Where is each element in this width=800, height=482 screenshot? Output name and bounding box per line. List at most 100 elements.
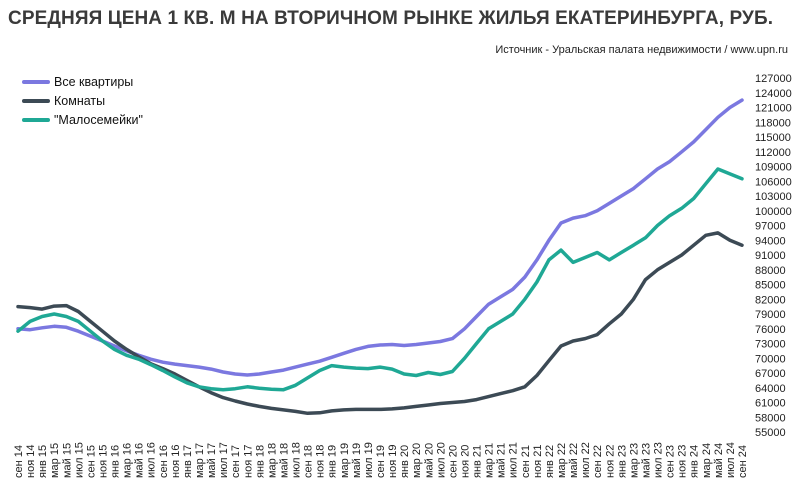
chart-legend: Все квартиры Комнаты "Малосемейки" [22,72,143,129]
x-tick-label: сен 17 [230,445,242,478]
x-tick-label: сен 16 [158,445,170,478]
x-tick-label: мар 21 [484,443,496,478]
x-tick-label: июл 16 [146,442,158,478]
x-tick-label: сен 22 [592,445,604,478]
x-tick-label: май 15 [61,443,73,478]
x-tick-label: мар 23 [628,443,640,478]
source-note: Источник - Уральская палата недвижимости… [495,44,788,56]
y-tick-label: 67000 [755,368,786,380]
x-tick-label: мар 16 [122,443,134,478]
legend-label-all-apartments: Все квартиры [54,74,134,89]
y-tick-label: 121000 [755,103,792,115]
y-tick-label: 76000 [755,324,786,336]
x-tick-label: янв 22 [544,445,556,478]
x-tick-label: ноя 23 [677,445,689,478]
x-axis: сен 14 ноя 14 янв 15 мар 15 май 15 июл 15 сен … [13,442,749,478]
y-tick-label: 112000 [755,147,791,159]
x-tick-label: май 16 [134,443,146,478]
y-tick-label: 85000 [755,280,786,292]
y-tick-label: 88000 [755,265,786,277]
x-tick-label: янв 18 [254,445,266,478]
x-tick-label: янв 16 [110,445,122,478]
x-tick-label: янв 21 [472,445,484,478]
series-lines [16,98,744,416]
x-tick-label: май 22 [568,443,580,478]
chart-title: СРЕДНЯЯ ЦЕНА 1 КВ. М НА ВТОРИЧНОМ РЫНКЕ … [8,8,774,29]
x-tick-label: сен 14 [13,445,25,478]
x-tick-label: ноя 19 [387,445,399,478]
legend-label-small-family: "Малосемейки" [54,112,143,127]
x-tick-label: июл 23 [653,442,665,478]
legend-item-all-apartments: Все квартиры [22,72,143,91]
x-tick-label: май 21 [496,443,508,478]
y-tick-label: 103000 [755,191,792,203]
legend-item-rooms: Комнаты [22,91,143,110]
y-tick-label: 91000 [755,250,786,262]
y-tick-label: 94000 [755,235,786,247]
y-tick-label: 115000 [755,132,791,144]
x-tick-label: июл 17 [218,442,230,478]
x-tick-label: сен 21 [520,445,532,478]
x-tick-label: ноя 16 [170,445,182,478]
x-tick-label: мар 22 [556,443,568,478]
series-line-1 [16,231,744,416]
legend-swatch-all-apartments [22,79,50,84]
x-tick-label: июл 18 [291,442,303,478]
x-tick-label: ноя 20 [459,445,471,478]
x-tick-label: янв 23 [616,445,628,478]
x-tick-label: ноя 17 [242,445,254,478]
x-tick-label: янв 19 [327,445,339,478]
y-tick-label: 64000 [755,383,786,395]
y-tick-label: 100000 [755,206,792,218]
x-tick-label: мар 19 [339,443,351,478]
x-tick-label: янв 20 [399,445,411,478]
series-line-0 [16,98,744,377]
y-tick-label: 106000 [755,176,792,188]
legend-swatch-rooms [22,98,50,103]
x-tick-label: июл 21 [508,442,520,478]
x-tick-label: сен 24 [737,445,749,478]
x-tick-label: янв 24 [689,445,701,478]
x-tick-label: июл 22 [580,442,592,478]
x-tick-label: мар 17 [194,443,206,478]
y-tick-label: 124000 [755,88,792,100]
y-tick-label: 97000 [755,221,786,233]
x-tick-label: ноя 21 [532,445,544,478]
y-tick-label: 82000 [755,294,786,306]
x-tick-label: ноя 14 [25,445,37,478]
x-tick-label: июл 24 [725,442,737,478]
x-tick-label: сен 23 [665,445,677,478]
x-tick-label: июл 15 [73,442,85,478]
x-tick-label: сен 18 [303,445,315,478]
x-tick-label: янв 17 [182,445,194,478]
y-tick-label: 109000 [755,162,792,174]
x-tick-label: май 23 [640,443,652,478]
series-line-2 [16,167,744,392]
y-tick-label: 58000 [755,412,786,424]
legend-swatch-small-family [22,117,50,122]
x-tick-label: сен 15 [85,445,97,478]
x-tick-label: май 20 [423,443,435,478]
x-tick-label: май 17 [206,443,218,478]
y-axis: 55000 58000 61000 64000 67000 70000 73000 76000… [755,73,792,439]
x-tick-label: мар 15 [49,443,61,478]
x-tick-label: май 18 [278,443,290,478]
x-tick-label: ноя 22 [604,445,616,478]
y-tick-label: 70000 [755,353,786,365]
legend-label-rooms: Комнаты [54,93,106,108]
x-tick-label: май 24 [713,443,725,478]
x-tick-label: июл 19 [363,442,375,478]
x-tick-label: сен 19 [375,445,387,478]
x-tick-label: мар 24 [701,443,713,478]
legend-item-small-family: "Малосемейки" [22,110,143,129]
x-tick-label: янв 15 [37,445,49,478]
x-tick-label: июл 20 [435,442,447,478]
y-tick-label: 79000 [755,309,786,321]
y-tick-label: 118000 [755,117,791,129]
y-tick-label: 127000 [755,73,792,85]
x-tick-label: май 19 [351,443,363,478]
x-tick-label: сен 20 [447,445,459,478]
x-tick-label: ноя 18 [315,445,327,478]
y-tick-label: 61000 [755,398,786,410]
